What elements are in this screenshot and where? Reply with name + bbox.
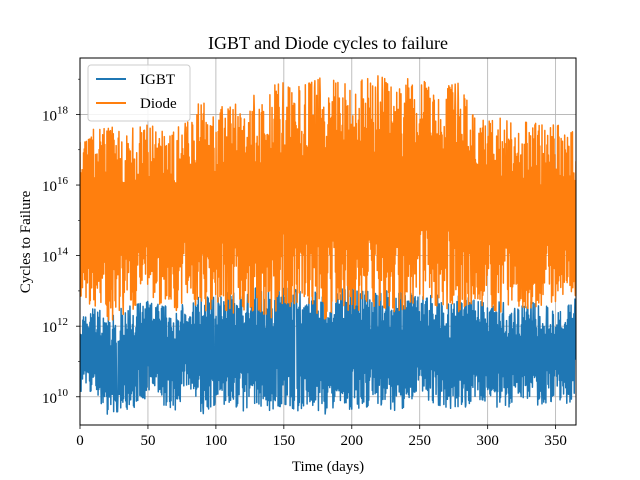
- x-tick-label: 50: [140, 433, 155, 449]
- y-tick-label: 1018: [42, 104, 69, 124]
- y-tick-label: 1016: [42, 175, 69, 195]
- series-layer: [80, 75, 576, 415]
- y-tick-label: 1012: [42, 316, 68, 336]
- x-tick-label: 300: [476, 433, 499, 449]
- legend: IGBT Diode: [87, 64, 191, 122]
- x-tick-label: 0: [76, 433, 84, 449]
- series-line-igbt: [80, 284, 576, 415]
- plot-frame: [79, 57, 577, 426]
- x-tick-label: 100: [205, 433, 228, 449]
- x-tick-label: 150: [273, 433, 296, 449]
- x-axis-label: Time (days): [292, 459, 364, 475]
- legend-label-igbt: IGBT: [140, 72, 175, 88]
- chart-title: IGBT and Diode cycles to failure: [208, 33, 448, 53]
- y-axis-label: Cycles to Failure: [18, 190, 34, 293]
- y-tick-label: 1014: [42, 246, 69, 266]
- x-tick-label: 200: [341, 433, 364, 449]
- x-tick-label: 250: [408, 433, 431, 449]
- plot-area: [80, 75, 576, 415]
- y-tick-label: 1010: [42, 387, 69, 407]
- legend-label-diode: Diode: [140, 96, 177, 112]
- axes: 0 50 100 150 200 250 300 350 1010 1012 1014 1016 101…: [42, 57, 577, 449]
- series-line-diode: [80, 75, 576, 321]
- x-tick-label: 350: [544, 433, 567, 449]
